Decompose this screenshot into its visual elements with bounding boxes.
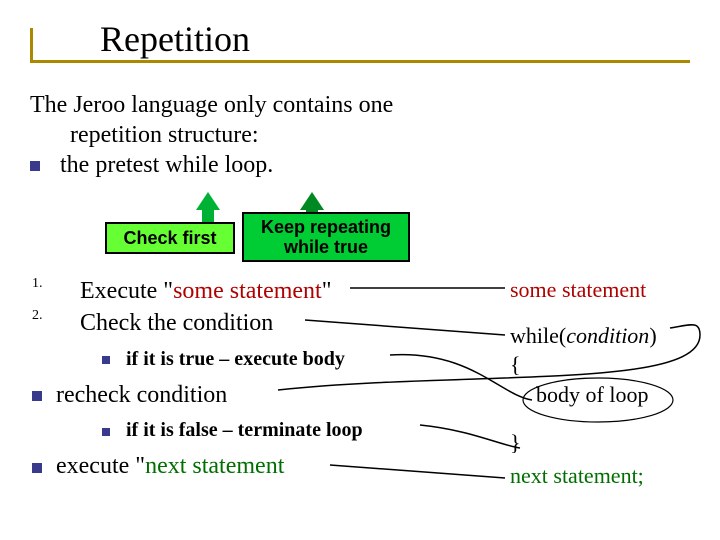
code-open-brace: { [510, 350, 657, 380]
list-item-1: 1. Execute "some statement" [32, 275, 492, 307]
square-bullet-icon [102, 356, 110, 364]
arrow-up-icon [300, 192, 324, 210]
keep-repeating-box: Keep repeating while true [242, 212, 410, 262]
code-while-pre: while( [510, 323, 566, 348]
code-while-line: while(condition) [510, 321, 657, 351]
keep-repeating-line2: while true [250, 238, 402, 258]
body-list: 1. Execute "some statement" 2. Check the… [32, 275, 492, 483]
square-bullet-icon [102, 428, 110, 436]
check-cond: Check the condition [80, 310, 273, 336]
title-wrap: Repetition [100, 18, 250, 60]
title-accent-tick [30, 28, 33, 63]
sub-false-text: if it is false – terminate loop [126, 419, 363, 441]
exec-em: some statement [173, 278, 322, 304]
list-number: 1. [32, 275, 64, 294]
recheck-line: recheck condition [32, 379, 492, 411]
code-while-post: ) [649, 323, 656, 348]
intro-line-2: repetition structure: [70, 120, 393, 150]
code-block: some statement while(condition) { body o… [510, 275, 657, 491]
keep-repeating-line1: Keep repeating [250, 218, 402, 238]
exec-post: " [322, 278, 332, 304]
check-first-label: Check first [123, 228, 216, 248]
square-bullet-icon [30, 161, 40, 171]
page-title: Repetition [100, 18, 250, 60]
code-some-statement: some statement [510, 275, 657, 305]
arrow-up-icon [196, 192, 220, 210]
code-next-statement: next statement; [510, 461, 657, 491]
code-body: body of loop [536, 380, 657, 410]
intro-bullet-line: the pretest while loop. [30, 150, 393, 180]
intro-block: The Jeroo language only contains one rep… [30, 90, 393, 180]
list-item-2: 2. Check the condition [32, 307, 492, 339]
execnext-em: next statement [145, 453, 284, 479]
square-bullet-icon [32, 391, 42, 401]
exec-pre: Execute " [80, 278, 173, 304]
sub-true-text: if it is true – execute body [126, 348, 345, 370]
execnext-pre: execute " [56, 453, 145, 479]
intro-bullet-text: the pretest while loop. [54, 152, 273, 178]
recheck-text: recheck condition [56, 382, 227, 408]
title-underline [30, 60, 690, 63]
square-bullet-icon [32, 463, 42, 473]
code-close-brace: } [510, 428, 657, 458]
code-while-cond: condition [566, 323, 649, 348]
sub-true-line: if it is true – execute body [32, 346, 492, 373]
execute-next-line: execute "next statement [32, 450, 492, 482]
list-number: 2. [32, 307, 64, 326]
sub-false-line: if it is false – terminate loop [32, 417, 492, 444]
check-first-box: Check first [105, 222, 235, 254]
intro-line-1: The Jeroo language only contains one [30, 90, 393, 120]
